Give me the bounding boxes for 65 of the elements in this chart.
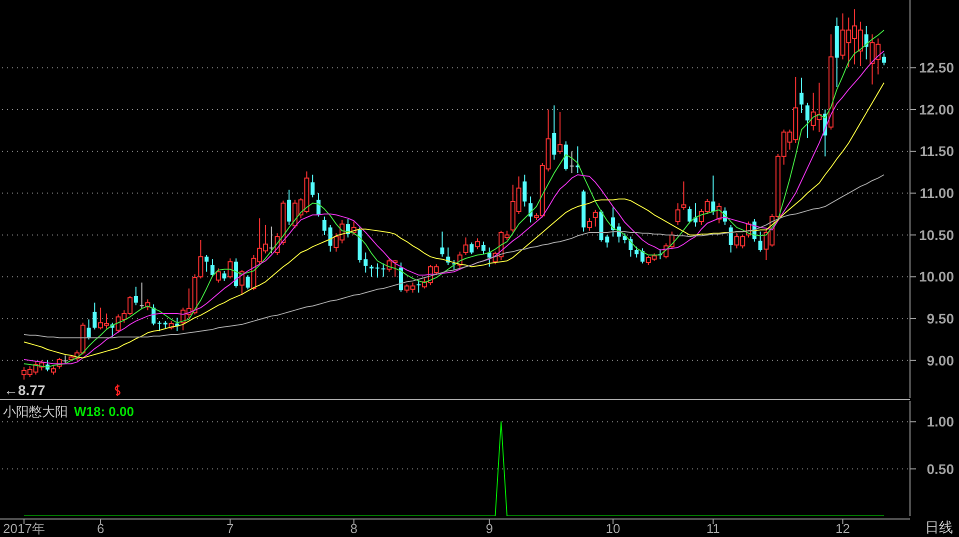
- text: 日线: [925, 519, 953, 535]
- candlestick: [522, 174, 527, 208]
- candlestick: [586, 218, 592, 232]
- candlestick: [681, 180, 686, 210]
- candlestick: [370, 264, 374, 278]
- x-tick-label: 9: [486, 521, 493, 536]
- chart-title: 小阳憋大阳: [3, 404, 68, 419]
- candlestick: [728, 224, 733, 254]
- candlestick: [440, 231, 444, 258]
- y-tick-label: 12.00: [918, 101, 954, 118]
- y-tick-label: 11.00: [920, 185, 954, 202]
- candlestick: [805, 102, 810, 138]
- candlestick: [140, 282, 144, 310]
- candlestick: [216, 268, 221, 284]
- x-tick-label: 8: [350, 521, 358, 536]
- candlestick: [592, 209, 598, 228]
- candlestick: [688, 206, 692, 224]
- candlestick: [570, 150, 574, 174]
- candlestick: [210, 258, 214, 278]
- y-tick-label: 9.50: [926, 310, 954, 326]
- candlestick: [322, 216, 326, 236]
- y-tick-label: 10.00: [918, 268, 954, 285]
- candlestick: [287, 189, 292, 226]
- candlestick: [481, 241, 486, 255]
- annotation: ←8.77: [4, 382, 46, 398]
- candlestick: [157, 320, 162, 332]
- candlestick: [675, 202, 680, 226]
- candlestick: [528, 196, 533, 223]
- text: W18: 0.00: [74, 404, 134, 419]
- y-tick-label: 9.00: [926, 352, 954, 368]
- candlestick: [204, 254, 209, 272]
- candlestick: [475, 238, 480, 250]
- y-tick-label: 11.50: [920, 143, 954, 160]
- candlestick: [487, 246, 492, 268]
- line-series: [24, 174, 884, 338]
- candlestick: [711, 175, 716, 216]
- y-tick-label: 10.50: [918, 226, 954, 243]
- candlestick: [634, 246, 639, 258]
- y-tick-label: 12.50: [918, 60, 954, 76]
- x-tick-label: 6: [96, 521, 104, 536]
- candlestick: [463, 236, 468, 256]
- candlestick: [310, 174, 315, 198]
- candlestick: [222, 270, 226, 282]
- y-tick-label: 0.50: [926, 460, 954, 477]
- candlestick: [558, 112, 563, 154]
- candlestick: [882, 53, 886, 66]
- candlestick: [134, 286, 138, 306]
- candlestick: [470, 242, 474, 255]
- candlestick: [328, 224, 332, 252]
- x-tick-label: 10: [606, 521, 620, 536]
- candlestick: [552, 104, 556, 160]
- candlestick: [246, 274, 250, 290]
- candlestick: [375, 262, 380, 278]
- x-tick-label: 11: [706, 521, 720, 536]
- candlestick: [416, 280, 421, 294]
- y-tick-label: 1.00: [926, 414, 954, 430]
- x-tick-label: 7: [226, 521, 234, 536]
- x-tick-label: 12: [836, 521, 850, 536]
- x-tick-label: 2017年: [3, 521, 45, 536]
- candlestick: [758, 231, 762, 252]
- candlestick: [92, 302, 97, 330]
- candlestick: [381, 262, 386, 278]
- candlestick: [228, 258, 233, 279]
- candlestick: [800, 77, 804, 114]
- candlestick: [86, 318, 91, 340]
